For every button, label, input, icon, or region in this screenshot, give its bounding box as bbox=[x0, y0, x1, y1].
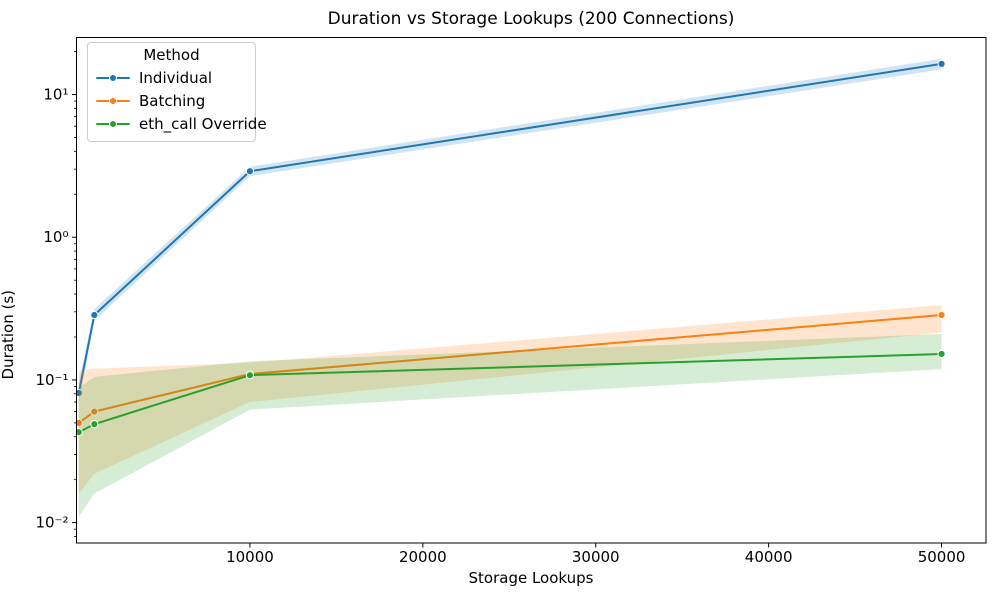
series-line-batching bbox=[78, 314, 942, 424]
legend: Method Individual Batching eth_call Over… bbox=[87, 42, 267, 142]
y-tick-label: 10⁰ bbox=[43, 228, 68, 246]
data-point-batching bbox=[76, 418, 83, 427]
legend-line-marker-icon bbox=[96, 73, 130, 83]
series-line-eth-call-override bbox=[78, 352, 942, 434]
chart-title: Duration vs Storage Lookups (200 Connect… bbox=[327, 9, 735, 29]
ci-band-batching bbox=[78, 305, 942, 494]
x-tick-label: 40000 bbox=[745, 548, 793, 566]
x-tick-label: 30000 bbox=[572, 548, 620, 566]
legend-label: eth_call Override bbox=[139, 114, 267, 133]
axes-spines bbox=[76, 37, 987, 544]
data-point-eth-call-override bbox=[937, 349, 946, 359]
data-point-individual bbox=[76, 388, 83, 398]
data-point-individual bbox=[90, 310, 99, 320]
x-tick-label: 20000 bbox=[399, 548, 447, 566]
data-point-eth-call-override bbox=[90, 420, 99, 429]
x-axis-label: Storage Lookups bbox=[468, 569, 594, 587]
legend-label: Batching bbox=[139, 91, 206, 110]
y-tick-label: 10¹ bbox=[43, 86, 68, 104]
data-point-batching bbox=[90, 407, 99, 416]
legend-entry-batching: Batching bbox=[94, 89, 249, 112]
series-line-individual bbox=[77, 62, 942, 394]
data-point-eth-call-override bbox=[76, 428, 83, 437]
data-point-individual bbox=[937, 59, 946, 68]
axis-ticks: 10000 20000 30000 40000 50000 10¹ 10⁰ 10⁻¹ 10⁻² bbox=[35, 51, 966, 566]
x-tick-label: 50000 bbox=[918, 548, 966, 566]
ci-band-eth-call-override bbox=[78, 333, 942, 517]
data-point-eth-call-override bbox=[245, 371, 255, 380]
ci-band-individual bbox=[78, 58, 942, 404]
legend-line-marker-icon bbox=[96, 119, 130, 129]
data-point-individual bbox=[245, 167, 255, 176]
y-tick-label: 10⁻² bbox=[35, 514, 68, 532]
y-tick-label: 10⁻¹ bbox=[35, 371, 68, 389]
legend-line-marker-icon bbox=[96, 96, 130, 106]
x-tick-label: 10000 bbox=[226, 548, 274, 566]
legend-entry-individual: Individual bbox=[94, 66, 249, 89]
series-layer bbox=[76, 58, 946, 517]
data-point-batching bbox=[937, 310, 946, 320]
legend-title: Method bbox=[143, 46, 200, 64]
legend-label: Individual bbox=[139, 68, 213, 87]
legend-entry-eth-call-override: eth_call Override bbox=[94, 112, 267, 135]
